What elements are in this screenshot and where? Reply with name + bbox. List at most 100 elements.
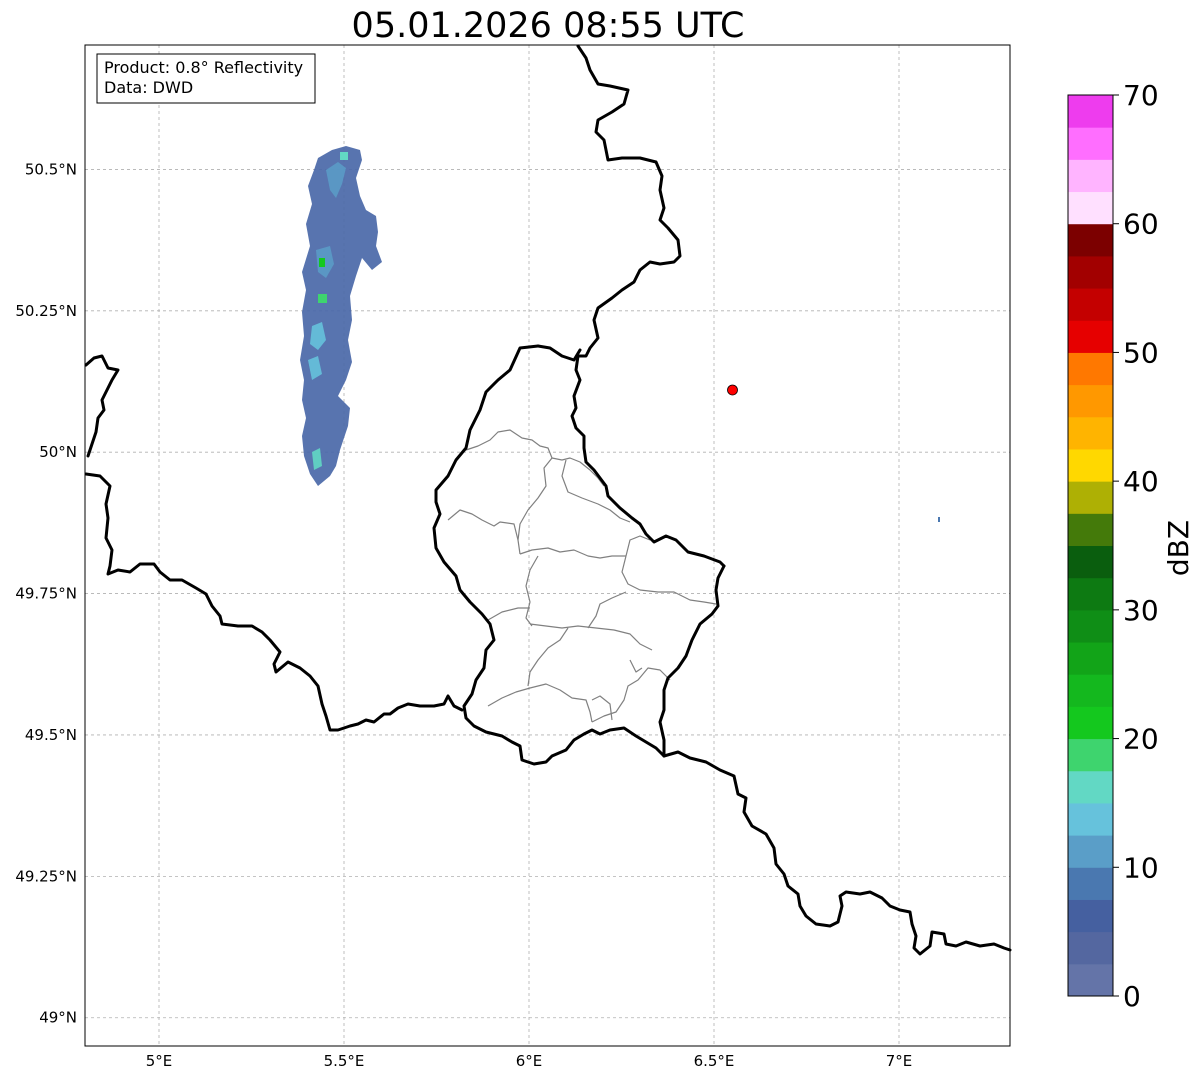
colorbar-tick-label: 70 [1123, 79, 1159, 112]
district-border [591, 667, 671, 723]
colorbar-swatch [1068, 513, 1113, 546]
colorbar-swatch [1068, 320, 1113, 353]
border-belgium-france-west [84, 472, 464, 732]
luxembourg-district-borders [447, 429, 717, 723]
district-border [487, 683, 593, 723]
district-border [447, 509, 519, 541]
colorbar-swatch [1068, 770, 1113, 804]
district-border [525, 555, 539, 627]
colorbar-swatch [1068, 481, 1113, 514]
district-border [561, 459, 631, 523]
lat-tick-label: 50.5°N [25, 160, 77, 178]
colorbar-swatches [1068, 95, 1113, 997]
district-border [621, 555, 717, 605]
gridlines [85, 45, 1010, 1046]
colorbar-swatch [1068, 545, 1113, 579]
border-luxembourg-west [432, 344, 666, 766]
lat-tick-label: 49.25°N [15, 867, 77, 885]
radar-echo-band-light [326, 162, 346, 198]
colorbar-swatch [1068, 159, 1113, 193]
lat-tick-label: 49.75°N [15, 585, 77, 603]
lat-tick-label: 49°N [39, 1009, 77, 1027]
border-belgium-france-northwest [84, 354, 120, 458]
info-box: Product: 0.8° Reflectivity Data: DWD [96, 53, 316, 104]
colorbar-swatch [1068, 609, 1113, 643]
colorbar: 0 10 20 30 40 50 60 70 dBZ [1067, 79, 1195, 1013]
colorbar-swatch [1068, 963, 1113, 997]
colorbar-ticks: 0 10 20 30 40 50 60 70 [1113, 79, 1159, 1013]
lat-tick-label: 50.25°N [15, 302, 77, 320]
border-luxembourg-north [536, 344, 582, 362]
district-border [551, 457, 605, 487]
colorbar-swatch [1068, 931, 1113, 965]
lon-tick-label: 5.5°E [324, 1052, 365, 1070]
district-border [519, 547, 626, 559]
colorbar-tick-label: 20 [1123, 723, 1159, 756]
colorbar-frame [1067, 94, 1114, 997]
radar-echo-cell-teal [340, 152, 348, 160]
country-borders [84, 44, 1012, 956]
lon-tick-label: 6°E [516, 1052, 543, 1070]
figure-title: 05.01.2026 08:55 UTC [352, 6, 745, 46]
colorbar-tick-label: 30 [1123, 594, 1159, 627]
colorbar-tick-label: 50 [1123, 336, 1159, 369]
colorbar-tick-label: 60 [1123, 208, 1159, 241]
colorbar-swatch [1068, 867, 1113, 900]
district-border [465, 429, 553, 459]
colorbar-swatch [1068, 577, 1113, 611]
colorbar-swatch [1068, 642, 1113, 675]
colorbar-swatch [1068, 448, 1113, 482]
district-border [517, 457, 553, 555]
colorbar-swatch [1068, 835, 1113, 868]
colorbar-swatch [1068, 223, 1113, 257]
colorbar-tick-label: 0 [1123, 980, 1141, 1013]
colorbar-swatch [1068, 191, 1113, 225]
map-area: Product: 0.8° Reflectivity Data: DWD [84, 44, 1012, 1047]
district-border [527, 627, 569, 687]
lon-tick-label: 7°E [886, 1052, 913, 1070]
district-border [487, 607, 530, 621]
district-border [591, 695, 613, 721]
border-belgium-germany [570, 44, 726, 568]
border-luxembourg-east [658, 564, 726, 758]
radar-echo-cell-teal [318, 294, 327, 303]
map-frame [84, 44, 1011, 1047]
district-border [587, 591, 627, 629]
colorbar-swatch [1068, 706, 1113, 740]
info-box-product: Product: 0.8° Reflectivity [104, 58, 303, 77]
colorbar-swatch [1068, 352, 1113, 386]
radar-echo-band-light [308, 356, 322, 380]
info-box-source: Data: DWD [104, 78, 193, 97]
colorbar-tick-label: 10 [1123, 851, 1159, 884]
map-background [85, 45, 1010, 1046]
info-box-frame [96, 53, 316, 104]
colorbar-swatch [1068, 802, 1113, 836]
colorbar-swatch [1068, 95, 1113, 128]
radar-echo-band-light [310, 322, 326, 350]
colorbar-swatch [1068, 899, 1113, 933]
colorbar-tick-label: 40 [1123, 465, 1159, 498]
colorbar-swatch [1068, 674, 1113, 707]
radar-echo-band-light [312, 448, 322, 470]
colorbar-label: dBZ [1162, 520, 1195, 576]
lon-tick-label: 5°E [146, 1052, 173, 1070]
colorbar-swatch [1068, 127, 1113, 160]
radar-echo-band [300, 146, 382, 486]
district-border [629, 659, 643, 673]
district-border [529, 623, 653, 651]
lat-tick-label: 49.5°N [25, 726, 77, 744]
colorbar-swatch [1068, 288, 1113, 321]
district-border [625, 535, 651, 557]
radar-site-marker [727, 384, 738, 396]
radar-echo-speck [938, 517, 940, 522]
radar-echo-cell-green [319, 258, 325, 267]
colorbar-swatch [1068, 255, 1113, 289]
colorbar-swatch [1068, 384, 1113, 418]
lon-tick-label: 6.5°E [694, 1052, 735, 1070]
colorbar-swatch [1068, 738, 1113, 772]
border-france-germany [662, 750, 1012, 956]
axis-ticks: 5°E 5.5°E 6°E 6.5°E 7°E 50.5°N 50.25°N 50°N 49.7… [15, 160, 912, 1070]
colorbar-swatch [1068, 416, 1113, 450]
radar-echoes [300, 146, 940, 522]
